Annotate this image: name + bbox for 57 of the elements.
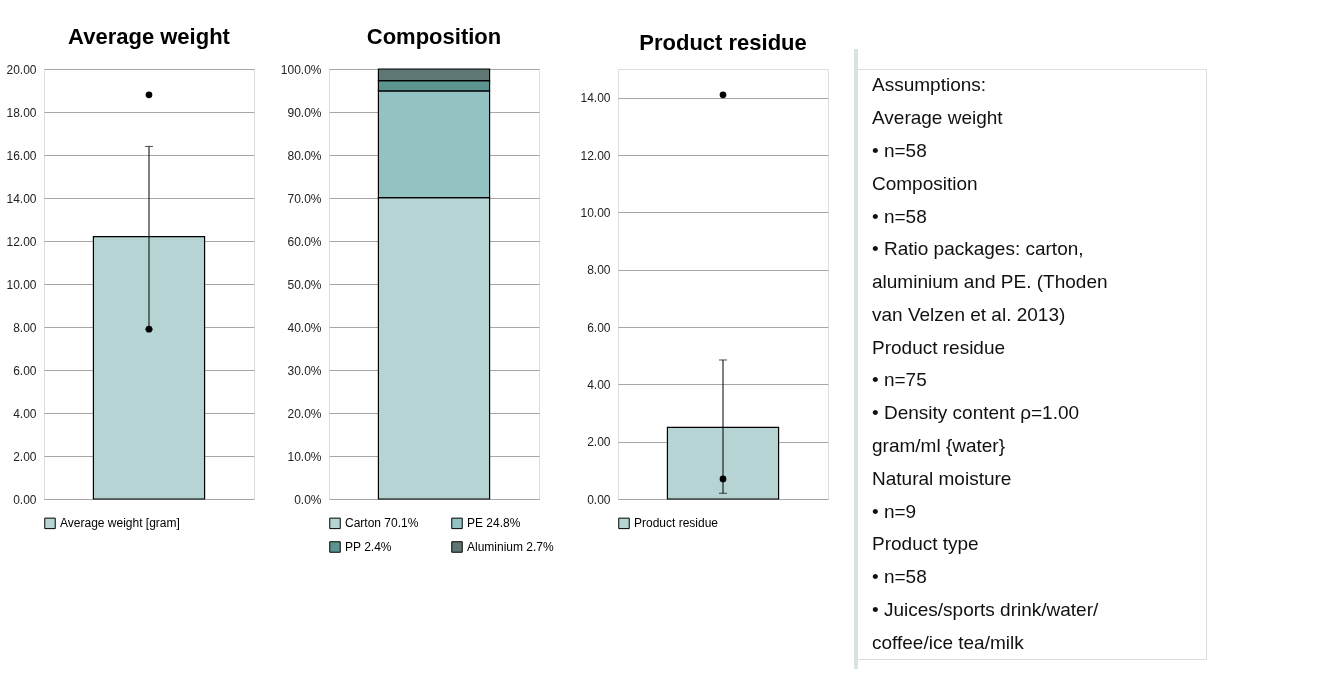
legend-label: Average weight [gram]: [60, 516, 180, 531]
text: Product type: [872, 533, 979, 555]
y-tick-label: 2.00: [587, 435, 611, 450]
y-tick-label: 0.00: [13, 492, 37, 507]
legend-label: Product residue: [634, 516, 719, 531]
text: Natural moisture: [872, 467, 1012, 489]
y-tick-label: 18.00: [6, 105, 37, 120]
text: van Velzen et al. 2013): [872, 303, 1066, 325]
y-tick-label: 6.00: [587, 320, 611, 335]
text: Average weight: [872, 107, 1004, 129]
text: aluminium and PE. (Thoden: [872, 271, 1108, 293]
y-tick-label: 12.00: [580, 148, 611, 163]
text: • Juices/sports drink/water/: [872, 598, 1099, 620]
chart-title: Composition: [366, 24, 502, 49]
y-tick-label: 4.00: [587, 377, 611, 392]
text: • n=58: [872, 566, 927, 588]
text: gram/ml {water}: [872, 434, 1006, 456]
y-tick-label: 60.0%: [287, 234, 322, 249]
y-tick-label: 80.0%: [287, 148, 322, 163]
y-tick-label: 8.00: [13, 320, 37, 335]
y-tick-label: 14.00: [580, 91, 611, 106]
y-tick-label: 50.0%: [287, 277, 322, 292]
y-tick-label: 2.00: [13, 449, 37, 464]
y-tick-label: 100.0%: [280, 62, 322, 77]
legend-label: Aluminium 2.7%: [467, 540, 555, 554]
text: • Ratio packages: carton,: [872, 238, 1084, 260]
y-tick-label: 20.00: [6, 62, 37, 77]
text: • Density content ρ=1.00: [872, 402, 1080, 424]
y-tick-label: 12.00: [6, 234, 37, 249]
text: • n=9: [872, 500, 917, 522]
y-tick-label: 6.00: [13, 363, 37, 378]
y-tick-label: 16.00: [6, 148, 37, 163]
text: Product residue: [872, 336, 1006, 358]
y-tick-label: 10.0%: [287, 449, 322, 464]
y-tick-label: 0.0%: [294, 492, 322, 507]
text: • n=58: [872, 139, 927, 161]
text: Composition: [872, 172, 978, 194]
y-tick-label: 4.00: [13, 406, 37, 421]
y-tick-label: 10.00: [6, 277, 37, 292]
text: coffee/ice tea/milk: [872, 631, 1025, 653]
text: Assumptions:: [872, 74, 987, 96]
text: • n=75: [872, 369, 927, 391]
chart-title: Product residue: [639, 30, 807, 55]
chart-title: Average weight: [68, 24, 231, 49]
legend-label: PE 24.8%: [467, 516, 521, 531]
y-tick-label: 20.0%: [287, 406, 322, 421]
y-tick-label: 8.00: [587, 263, 611, 278]
y-tick-label: 90.0%: [287, 105, 322, 120]
y-tick-label: 40.0%: [287, 320, 322, 335]
legend-label: PP 2.4%: [345, 540, 392, 554]
text: • n=58: [872, 205, 927, 227]
y-tick-label: 70.0%: [287, 191, 322, 206]
legend-label: Carton 70.1%: [345, 516, 419, 531]
y-tick-label: 0.00: [587, 492, 611, 507]
y-tick-label: 14.00: [6, 191, 37, 206]
y-tick-label: 10.00: [580, 205, 611, 220]
y-tick-label: 30.0%: [287, 363, 322, 378]
